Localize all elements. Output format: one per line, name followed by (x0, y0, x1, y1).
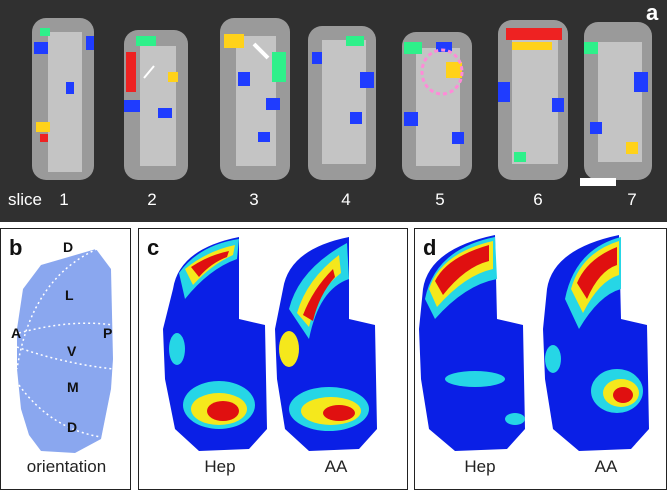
slice-number-4: 4 (341, 190, 351, 209)
region-posterior: P (103, 325, 113, 341)
heatmap-c-hep (163, 237, 267, 451)
orientation-caption: orientation (26, 457, 107, 476)
panel-d: d Hep AA (414, 228, 667, 490)
region-medial: M (67, 379, 79, 395)
heatmap-d-hep (419, 235, 525, 451)
orientation-diagram (16, 248, 114, 453)
panel-d-letter: d (423, 235, 437, 260)
panel-a: a slice 1 2 3 4 5 6 7 (0, 0, 667, 222)
slice-image-6 (492, 12, 572, 184)
slice-image-7 (578, 12, 658, 184)
region-dorsal-top: D (63, 239, 74, 255)
region-ventral: V (67, 343, 77, 359)
panel-b: b D L A P V M D orientation (0, 228, 131, 490)
slice-image-1 (26, 12, 106, 184)
slice-number-5: 5 (435, 190, 445, 209)
region-lateral: L (65, 287, 74, 303)
panel-c-label-hep: Hep (204, 457, 236, 476)
slice-number-3: 3 (249, 190, 259, 209)
slice-row-label: slice (8, 190, 43, 209)
slice-image-2 (118, 12, 198, 184)
region-anterior: A (11, 325, 22, 341)
region-dorsal-bottom: D (67, 419, 78, 435)
panel-d-label-aa: AA (594, 457, 618, 476)
slice-image-5 (396, 12, 476, 184)
panel-b-letter: b (9, 235, 23, 260)
panel-c: c Hep AA (138, 228, 408, 490)
panel-c-label-aa: AA (324, 457, 348, 476)
heatmap-d-aa (543, 235, 649, 451)
panel-a-letter: a (646, 0, 659, 25)
scale-bar (580, 178, 616, 186)
slice-image-4 (302, 12, 382, 184)
panel-c-letter: c (147, 235, 160, 260)
slice-number-6: 6 (533, 190, 543, 209)
heatmap-c-aa (275, 237, 377, 451)
slice-number-1: 1 (59, 190, 69, 209)
slice-image-3 (214, 12, 294, 184)
slice-number-7: 7 (627, 190, 637, 209)
panel-d-label-hep: Hep (464, 457, 496, 476)
slice-number-2: 2 (147, 190, 157, 209)
